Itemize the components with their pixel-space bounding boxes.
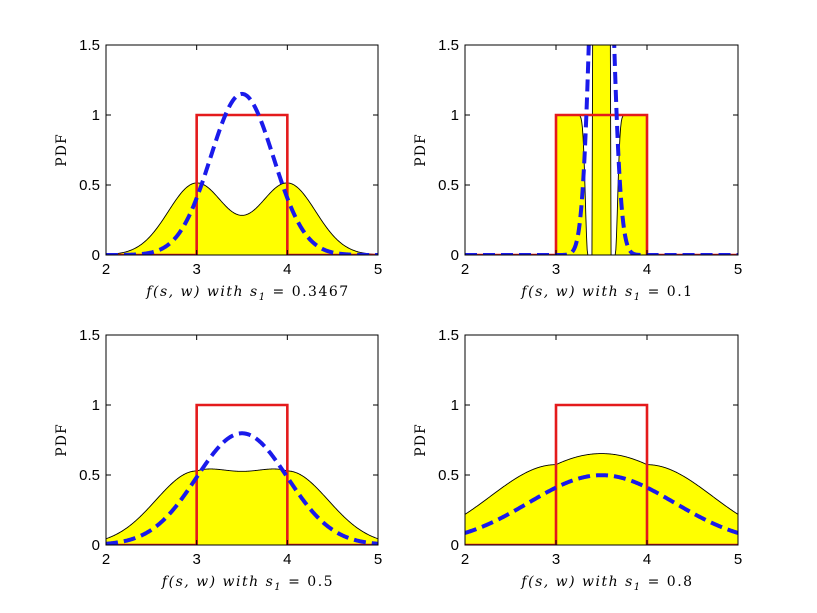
x-axis-label-value: = 0.5	[282, 574, 334, 590]
x-tick-label: 5	[374, 261, 382, 278]
x-axis-label-subscript: 1	[259, 292, 267, 303]
uniform-line	[465, 113, 738, 255]
y-axis-label: PDF	[54, 423, 70, 456]
x-axis-label: f(s, w) with s1 = 0.3467	[145, 284, 349, 303]
y-axis-label: PDF	[54, 133, 70, 166]
x-axis-label-subscript: 1	[274, 582, 282, 593]
uniform-line	[465, 403, 738, 545]
y-tick-label: 1.5	[438, 37, 459, 54]
plot-area	[465, 403, 738, 545]
x-tick-label: 3	[192, 261, 200, 278]
y-tick-label: 0	[451, 247, 459, 264]
x-tick-label: 2	[461, 551, 469, 568]
x-axis-label-value: = 0.3467	[267, 284, 350, 300]
plot-area	[106, 403, 378, 545]
x-tick-label: 5	[734, 551, 742, 568]
x-tick-label: 4	[643, 551, 651, 568]
gaussian-line	[465, 473, 738, 535]
axes-box	[105, 334, 379, 546]
y-tick-label: 0	[92, 247, 100, 264]
x-tick-label: 2	[461, 261, 469, 278]
y-tick-label: 0	[451, 537, 459, 554]
y-tick-label: 1	[92, 107, 100, 124]
x-axis-label-subscript: 1	[634, 292, 642, 303]
x-tick-label: 4	[283, 261, 291, 278]
y-tick-label: 1	[451, 397, 459, 414]
product-fill	[106, 182, 378, 255]
product-fill	[465, 45, 738, 255]
x-axis-label: f(s, w) with s1 = 0.8	[520, 574, 693, 593]
x-tick-label: 5	[374, 551, 382, 568]
y-tick-label: 1.5	[79, 37, 100, 54]
y-tick-label: 0.5	[438, 177, 459, 194]
y-tick-label: 1	[92, 397, 100, 414]
axes-box	[105, 44, 379, 256]
x-tick-label: 5	[734, 261, 742, 278]
x-axis-label-subscript: 1	[634, 582, 642, 593]
x-axis-label-prefix: f(s, w) with s	[520, 284, 633, 300]
y-tick-label: 1	[451, 107, 459, 124]
x-axis-label: f(s, w) with s1 = 0.5	[161, 574, 334, 593]
y-axis-label: PDF	[413, 423, 429, 456]
uniform-line	[106, 113, 378, 255]
product-fill	[106, 468, 378, 545]
y-tick-label: 0	[92, 537, 100, 554]
y-tick-label: 0.5	[79, 467, 100, 484]
x-tick-label: 3	[192, 551, 200, 568]
plot-area	[106, 91, 378, 255]
y-tick-label: 1.5	[79, 327, 100, 344]
y-tick-label: 0.5	[438, 467, 459, 484]
product-fill	[465, 453, 738, 545]
plot-area	[465, 45, 738, 255]
x-axis-label-value: = 0.1	[642, 284, 694, 300]
uniform-line	[106, 403, 378, 545]
x-tick-label: 4	[643, 261, 651, 278]
x-axis-label-prefix: f(s, w) with s	[145, 284, 258, 300]
x-axis-label: f(s, w) with s1 = 0.1	[520, 284, 693, 303]
y-tick-label: 0.5	[79, 177, 100, 194]
axes-box	[464, 44, 739, 256]
x-tick-label: 3	[552, 551, 560, 568]
x-tick-label: 2	[102, 551, 110, 568]
y-axis-label: PDF	[413, 133, 429, 166]
gaussian-line	[106, 91, 378, 255]
x-tick-label: 4	[283, 551, 291, 568]
x-axis-label-prefix: f(s, w) with s	[520, 574, 633, 590]
x-axis-label-prefix: f(s, w) with s	[161, 574, 274, 590]
x-tick-label: 3	[552, 261, 560, 278]
x-tick-label: 2	[102, 261, 110, 278]
x-axis-label-value: = 0.8	[642, 574, 694, 590]
axes-box	[464, 334, 739, 546]
y-tick-label: 1.5	[438, 327, 459, 344]
gaussian-line	[106, 431, 378, 545]
